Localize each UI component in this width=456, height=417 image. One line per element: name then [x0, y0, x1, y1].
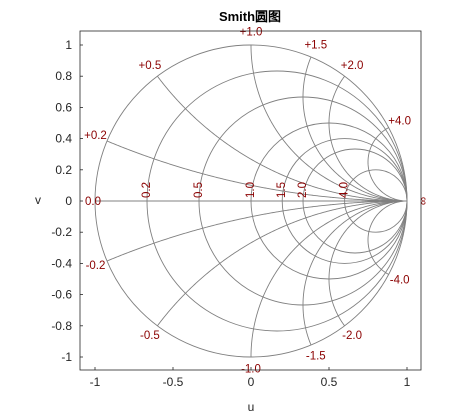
x-axis-label: u: [248, 400, 255, 414]
reactance-arc-+1.0: [250, 45, 408, 202]
reactance-arc-+4.0: [367, 127, 408, 202]
y-tick-label: -0.4: [51, 256, 72, 270]
resistance-label: 1.5: [276, 182, 288, 198]
resistance-label: 1.0: [245, 182, 257, 198]
reactance-arc--0.2: [106, 200, 407, 262]
y-tick-label: 1: [65, 38, 72, 52]
resistance-label: 0.2: [141, 182, 153, 198]
y-tick-label: 0: [65, 194, 72, 208]
y-tick-label: 0.2: [55, 163, 72, 177]
plot-background: [80, 31, 421, 370]
reactance-arc-+0.5: [157, 75, 407, 202]
reactance-label: -2.0: [342, 330, 362, 342]
reactance-label: +2.0: [341, 60, 364, 72]
reactance-arc-+0.2: [106, 140, 407, 202]
smith-labels: 0.0 0.2 0.5 1.0 1.5 2.0 4.0 +0.2 -0.2 +0.5 -0.5 +1.…: [84, 27, 429, 376]
y-axis: 1 0.8 0.6 0.4 0.2 0 -0.2 -0.4 -0.6 -0.8 -1: [51, 38, 83, 364]
resistance-label: 2.0: [297, 182, 309, 198]
reactance-label: -0.5: [140, 330, 160, 342]
y-tick-label: 0.8: [55, 69, 72, 83]
reactance-label: -4.0: [390, 274, 410, 286]
x-tick-label: 1: [404, 375, 411, 389]
reactance-arc--2.0: [328, 200, 408, 327]
reactance-arc--1.5: [302, 200, 408, 346]
y-tick-label: -0.8: [51, 319, 72, 333]
y-tick-label: -1: [61, 350, 72, 364]
x-axis: -1 -0.5 0 0.5 1: [90, 367, 411, 389]
reactance-label: +1.0: [240, 27, 263, 39]
reactance-arc--4.0: [367, 200, 408, 275]
y-axis-label: v: [35, 193, 41, 207]
y-tick-label: -0.6: [51, 288, 72, 302]
reactance-arc--1.0: [250, 200, 408, 357]
infinity-label: ∞: [417, 197, 429, 205]
reactance-label: -0.2: [86, 260, 106, 272]
x-tick-label: 0.5: [321, 375, 338, 389]
x-tick-label: -1: [90, 375, 101, 389]
reactance-label: +4.0: [388, 116, 411, 128]
resistance-label: 0.0: [85, 196, 101, 208]
plot-frame: [79, 30, 422, 371]
resistance-label: 4.0: [339, 182, 351, 198]
reactance-label: +1.5: [304, 40, 327, 52]
smith-grid: [94, 44, 408, 358]
y-tick-label: 0.6: [55, 100, 72, 114]
x-tick-label: 0: [248, 375, 255, 389]
x-tick-label: -0.5: [163, 375, 184, 389]
reactance-label: +0.2: [84, 130, 107, 142]
y-tick-label: -0.2: [51, 225, 72, 239]
chart-title: Smith圆图: [219, 9, 281, 24]
reactance-arc--0.5: [157, 200, 407, 327]
reactance-arc-+2.0: [328, 75, 408, 202]
y-tick-label: 0.4: [55, 132, 72, 146]
reactance-arc-+1.5: [302, 56, 408, 202]
reactance-label: +0.5: [139, 60, 162, 72]
reactance-label: -1.5: [306, 351, 326, 363]
resistance-label: 0.5: [193, 182, 205, 198]
